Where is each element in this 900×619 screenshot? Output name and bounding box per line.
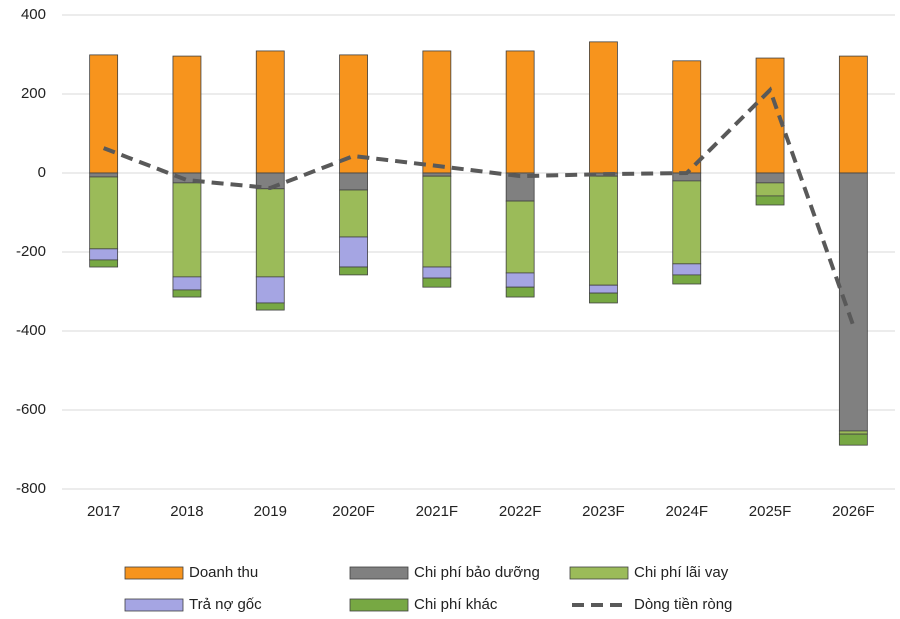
bar <box>589 284 618 294</box>
x-tick-label: 2018 <box>170 503 203 520</box>
bar <box>339 172 368 191</box>
bar <box>672 274 702 285</box>
bar <box>255 276 285 304</box>
legend-swatch <box>349 566 409 580</box>
bar <box>755 182 785 197</box>
bar <box>755 195 785 206</box>
bar <box>255 188 285 278</box>
bar <box>422 50 452 174</box>
bar <box>255 302 285 311</box>
bar <box>89 248 119 261</box>
bar <box>838 433 868 446</box>
bar <box>672 180 702 265</box>
bar <box>255 50 285 174</box>
y-tick-label: 200 <box>21 85 46 102</box>
legend-label: Doanh thu <box>189 564 258 581</box>
bar <box>505 286 535 298</box>
legend-label: Chi phí khác <box>414 596 498 613</box>
bar <box>89 259 119 268</box>
legend-label: Trả nợ gốc <box>189 596 262 613</box>
x-tick-label: 2020F <box>332 503 375 520</box>
bar <box>589 175 618 286</box>
bar <box>422 266 452 279</box>
y-tick-label: -600 <box>16 401 46 418</box>
legend-label: Chi phí lãi vay <box>634 564 729 581</box>
bar <box>339 236 368 268</box>
legend-swatch <box>124 598 184 612</box>
bar <box>339 54 368 174</box>
bar <box>672 60 702 174</box>
bar <box>505 200 535 274</box>
x-tick-label: 2022F <box>499 503 542 520</box>
y-tick-label: -800 <box>16 480 46 497</box>
legend-swatch <box>124 566 184 580</box>
legend-swatch <box>349 598 409 612</box>
bar <box>505 272 535 288</box>
bar <box>755 172 785 184</box>
legend-label: Chi phí bảo dưỡng <box>414 564 540 581</box>
bar <box>172 289 202 298</box>
bar <box>89 54 119 174</box>
bar <box>838 55 868 174</box>
x-tick-label: 2025F <box>749 503 792 520</box>
line-series <box>102 86 856 327</box>
x-tick-label: 2023F <box>582 503 625 520</box>
bar <box>339 189 368 238</box>
x-tick-label: 2021F <box>416 503 459 520</box>
y-tick-label: 400 <box>21 6 46 23</box>
bar <box>589 41 618 174</box>
bar <box>339 266 368 276</box>
y-tick-label: -200 <box>16 243 46 260</box>
bar <box>172 276 202 291</box>
bar <box>89 172 119 178</box>
legend-swatch <box>569 566 629 580</box>
bar <box>589 292 618 304</box>
bar <box>838 430 868 435</box>
x-tick-label: 2017 <box>87 503 120 520</box>
bar <box>172 182 202 278</box>
bar <box>422 277 452 288</box>
bar <box>505 50 535 174</box>
bar <box>89 176 119 250</box>
x-tick-label: 2019 <box>254 503 287 520</box>
x-tick-label: 2026F <box>832 503 875 520</box>
legend-label: Dòng tiền ròng <box>634 596 732 613</box>
bar <box>172 55 202 174</box>
bar <box>672 263 702 276</box>
bar <box>422 175 452 268</box>
y-tick-label: -400 <box>16 322 46 339</box>
x-tick-label: 2024F <box>665 503 708 520</box>
bar <box>422 172 452 177</box>
y-tick-label: 0 <box>38 164 46 181</box>
